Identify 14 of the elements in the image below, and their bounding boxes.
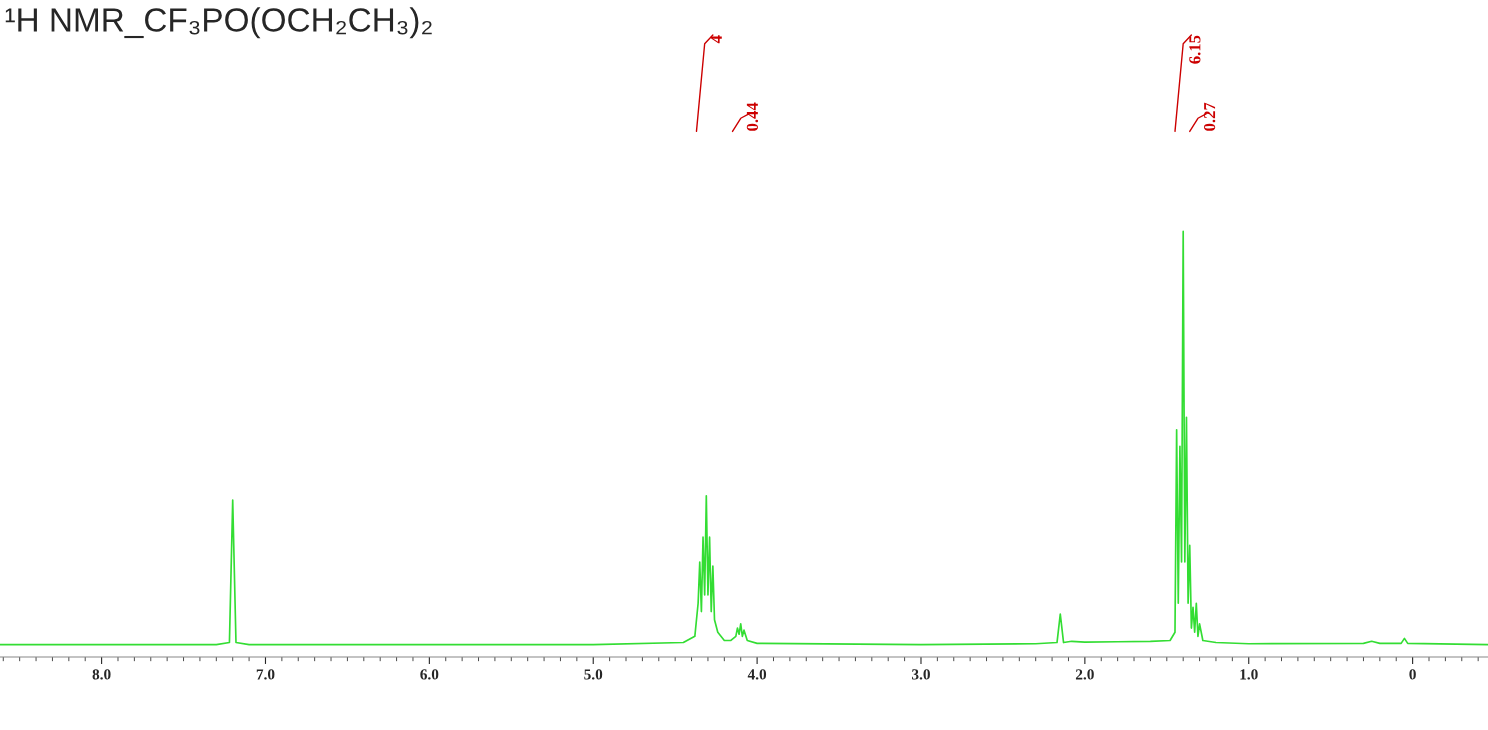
x-tick-label: 2.0 [1075, 669, 1094, 680]
chart-title: ¹H NMR_CF₃PO(OCH₂CH₃)₂ [5, 7, 432, 39]
x-tick-label: 4.0 [747, 669, 767, 680]
text: 6.15 [1189, 35, 1201, 64]
x-tick-label: 7.0 [256, 669, 275, 680]
x-tick-label: 3.0 [912, 669, 930, 680]
x-tick-label: 0 [1409, 669, 1416, 680]
text: 0.44 [746, 102, 759, 131]
x-tick-label: 1.0 [1240, 669, 1258, 680]
x-tick-label: 6.0 [420, 669, 439, 680]
text: 4 [710, 35, 722, 44]
text: 0.27 [1203, 102, 1216, 131]
x-tick-label: 8.0 [92, 669, 111, 680]
x-tick-label: 5.0 [584, 669, 603, 680]
